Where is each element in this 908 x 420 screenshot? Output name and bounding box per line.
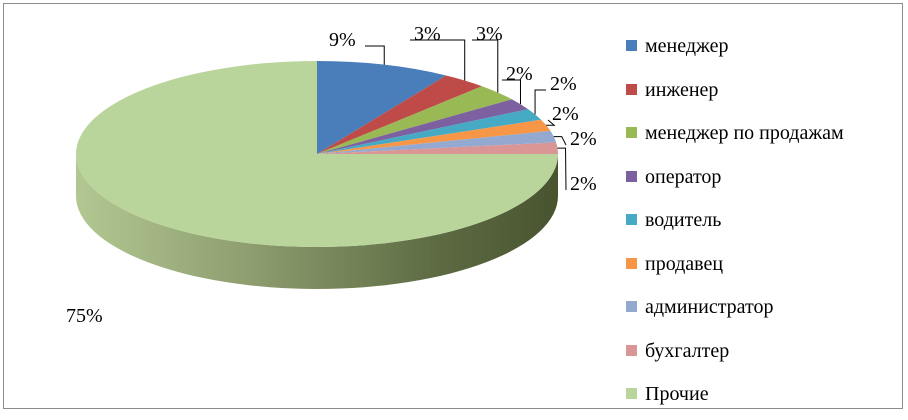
legend-item: инженер: [626, 72, 906, 116]
data-label: 9%: [329, 29, 356, 51]
legend-item: администратор: [626, 289, 906, 333]
legend-item: оператор: [626, 159, 906, 203]
pie-side-wall: [76, 154, 558, 289]
legend-swatch: [626, 344, 637, 356]
legend-item: менеджер: [626, 28, 906, 72]
chart-area: 9% 3% 3% 2% 2% 2% 2% 2% 75% менеджер инженер мен…: [3, 3, 903, 409]
legend-swatch: [626, 83, 637, 95]
leader-line: [502, 79, 521, 105]
legend-swatch: [626, 170, 637, 182]
leader-line: [410, 39, 466, 81]
legend: менеджер инженер менеджер по продажам оп…: [626, 28, 906, 420]
legend-item: бухгалтер: [626, 333, 906, 377]
legend-label: инженер: [645, 78, 719, 101]
leader-line: [365, 45, 385, 65]
legend-label: администратор: [645, 296, 774, 318]
data-label: 2%: [550, 73, 577, 95]
legend-swatch: [626, 257, 637, 269]
legend-swatch: [626, 301, 637, 312]
legend-label: продавец: [645, 252, 724, 275]
pie-chart: 9% 3% 3%2% 2%2%2%2%75%: [66, 23, 597, 327]
pie-slice: [317, 86, 512, 154]
data-label: 3%: [414, 23, 441, 45]
legend-label: менеджер: [645, 35, 729, 57]
legend-item: продавец: [626, 246, 906, 290]
pie-slice: [76, 61, 558, 247]
legend-item: водитель: [626, 202, 906, 246]
legend-swatch: [626, 388, 637, 399]
legend-label: оператор: [645, 165, 722, 188]
legend-swatch: [626, 214, 637, 225]
pie-slice: [317, 109, 542, 154]
data-label: 75%: [66, 305, 103, 327]
legend-swatch: [626, 127, 637, 138]
data-label: 3%: [476, 23, 503, 45]
leader-line: [534, 89, 546, 115]
legend-label: менеджер по продажам: [645, 122, 844, 144]
leader-line: [472, 39, 499, 93]
leader-line: [553, 136, 567, 146]
data-label: 2%: [552, 103, 579, 125]
legend-label: водитель: [645, 209, 722, 231]
legend-swatch: [626, 40, 637, 51]
pie-slice: [317, 119, 551, 154]
data-label: 2%: [570, 173, 597, 195]
leader-line: [557, 147, 567, 191]
leader-line: [546, 119, 556, 126]
data-label: 2%: [570, 128, 597, 150]
pie-slice: [317, 61, 447, 154]
pie-slice: [317, 75, 482, 154]
legend-item: менеджер по продажам: [626, 115, 906, 159]
legend-item: Прочие: [626, 376, 906, 420]
legend-label: Прочие: [645, 383, 709, 405]
pie-slice: [317, 142, 558, 154]
pie-slice: [317, 99, 529, 154]
pie-slice: [317, 130, 557, 154]
data-label: 2%: [506, 63, 533, 85]
legend-label: бухгалтер: [645, 339, 730, 362]
